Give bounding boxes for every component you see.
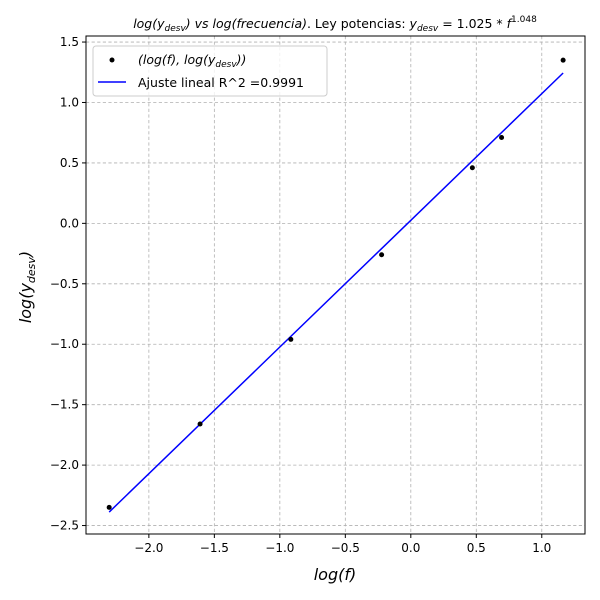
title-eq-y: y xyxy=(409,16,418,31)
title-eq-f: f xyxy=(507,16,513,31)
chart-title: log(ydesv) vs log(frecuencia). Ley poten… xyxy=(133,15,537,34)
scatter-point xyxy=(197,421,203,427)
legend-scatter-label: (log(f), log(ydesv)) xyxy=(138,52,246,70)
title-eq-sub: desv xyxy=(417,24,439,34)
title-eq-body: = 1.025 * xyxy=(438,16,506,31)
legend-scatter-sub: desv xyxy=(215,60,237,70)
title-mid: ) vs xyxy=(185,16,213,31)
x-tick-label: −0.5 xyxy=(331,541,360,555)
y-tick-label: −2.5 xyxy=(50,519,79,533)
title-italic: log(frecuencia) xyxy=(213,16,307,31)
legend-scatter-marker xyxy=(109,57,115,63)
y-label-main: log(y xyxy=(16,283,35,324)
y-label-close: ) xyxy=(16,251,35,258)
scatter-point xyxy=(106,504,112,510)
legend-scatter-close: )) xyxy=(236,52,247,67)
scatter-point xyxy=(379,252,385,258)
x-tick-label: −1.0 xyxy=(265,541,294,555)
y-axis-label: log(ydesv) xyxy=(16,251,38,323)
y-label-sub: desv xyxy=(25,257,38,283)
y-tick-label: 0.0 xyxy=(60,216,79,230)
title-eq-exp: 1.048 xyxy=(511,15,537,25)
scatter-point xyxy=(288,336,294,342)
y-tick-label: −2.0 xyxy=(50,458,79,472)
y-tick-label: −0.5 xyxy=(50,277,79,291)
scatter-points-layer xyxy=(106,57,566,510)
x-tick-label: −1.5 xyxy=(200,541,229,555)
x-tick-label: 1.0 xyxy=(532,541,551,555)
x-axis-label: log(f) xyxy=(314,565,357,584)
y-tick-label: 0.5 xyxy=(60,156,79,170)
y-tick-label: 1.5 xyxy=(60,35,79,49)
legend-box xyxy=(92,45,328,97)
scatter-point xyxy=(560,57,566,63)
scatter-point xyxy=(499,135,505,141)
fit-line-layer xyxy=(108,72,564,513)
legend-scatter-main: (log(f), log(y xyxy=(138,52,216,67)
y-tick-label: −1.0 xyxy=(50,337,79,351)
x-tick-label: 0.0 xyxy=(401,541,420,555)
y-axis-ticks: −2.5 −2.0 −1.5 −1.0 −0.5 0.0 0.5 1.0 1.5 xyxy=(50,35,86,533)
legend: (log(f), log(ydesv)) Ajuste lineal R^2 =… xyxy=(92,45,328,97)
title-sub1: desv xyxy=(165,24,187,34)
legend-line-label: Ajuste lineal R^2 =0.9991 xyxy=(138,75,304,90)
fit-line xyxy=(108,72,564,513)
x-axis-ticks: −2.0 −1.5 −1.0 −0.5 0.0 0.5 1.0 xyxy=(134,534,551,555)
y-tick-label: 1.0 xyxy=(60,95,79,109)
title-prefix: log(y xyxy=(133,16,165,31)
x-tick-label: −2.0 xyxy=(134,541,163,555)
scatter-point xyxy=(469,165,475,171)
plot-frame xyxy=(85,35,586,535)
grid-lines xyxy=(86,36,585,534)
x-tick-label: 0.5 xyxy=(467,541,486,555)
y-tick-label: −1.5 xyxy=(50,398,79,412)
title-rest: . Ley potencias: xyxy=(307,16,410,31)
